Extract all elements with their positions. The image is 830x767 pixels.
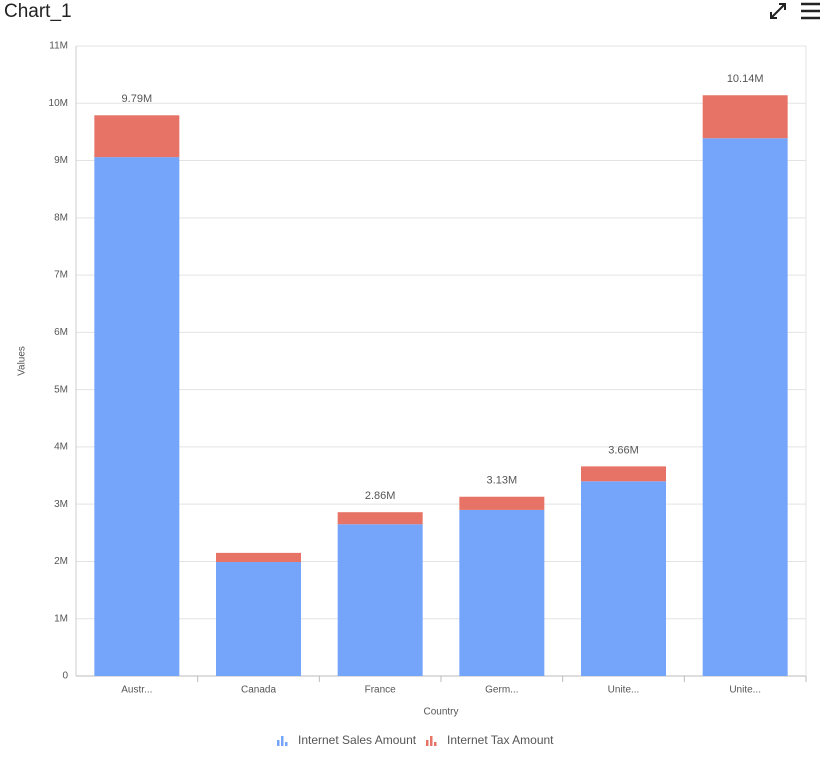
bar bbox=[216, 562, 301, 676]
bar bbox=[459, 496, 545, 510]
y-axis-title: Values bbox=[17, 346, 28, 376]
y-tick-label: 2M bbox=[54, 556, 68, 567]
bar bbox=[702, 95, 788, 139]
expand-icon[interactable] bbox=[770, 3, 786, 19]
legend-icon bbox=[285, 742, 288, 746]
y-tick-label: 11M bbox=[49, 41, 68, 52]
x-tick-label: Unite... bbox=[608, 685, 640, 696]
y-tick-label: 0 bbox=[62, 671, 68, 682]
legend-label: Internet Tax Amount bbox=[447, 733, 554, 747]
y-tick-label: 10M bbox=[49, 98, 68, 109]
x-tick-label: Austr... bbox=[121, 685, 152, 696]
y-tick-label: 1M bbox=[54, 613, 68, 624]
menu-icon[interactable] bbox=[801, 2, 820, 20]
y-tick-label: 3M bbox=[54, 499, 68, 510]
x-tick-label: Unite... bbox=[729, 685, 761, 696]
bar bbox=[337, 524, 423, 676]
y-tick-label: 4M bbox=[54, 442, 68, 453]
x-tick-label: Canada bbox=[241, 685, 276, 696]
legend-icon bbox=[430, 736, 433, 746]
bar bbox=[94, 157, 180, 677]
data-label: 2.86M bbox=[365, 490, 396, 502]
legend-icon bbox=[426, 740, 429, 746]
x-tick-label: France bbox=[365, 685, 397, 696]
data-label: 3.66M bbox=[608, 444, 639, 456]
x-tick-label: Germ... bbox=[485, 685, 518, 696]
bar bbox=[581, 466, 666, 482]
legend-icon bbox=[434, 742, 437, 746]
legend-icon bbox=[281, 736, 284, 746]
y-tick-label: 5M bbox=[54, 384, 68, 395]
data-label: 10.14M bbox=[727, 73, 764, 85]
y-tick-label: 7M bbox=[54, 270, 68, 281]
bar bbox=[216, 552, 301, 563]
legend-icon bbox=[277, 740, 280, 746]
bar bbox=[581, 481, 666, 676]
x-axis-title: Country bbox=[423, 707, 458, 718]
bar bbox=[459, 509, 545, 676]
chart-title: Chart_1 bbox=[4, 1, 72, 22]
data-label: 9.79M bbox=[122, 93, 153, 105]
data-label: 3.13M bbox=[487, 475, 518, 487]
y-tick-label: 6M bbox=[54, 327, 68, 338]
y-tick-label: 8M bbox=[54, 212, 68, 223]
bar bbox=[702, 138, 788, 676]
legend-label: Internet Sales Amount bbox=[298, 733, 417, 747]
bar bbox=[94, 115, 180, 158]
y-tick-label: 9M bbox=[54, 155, 68, 166]
bar bbox=[337, 512, 423, 525]
